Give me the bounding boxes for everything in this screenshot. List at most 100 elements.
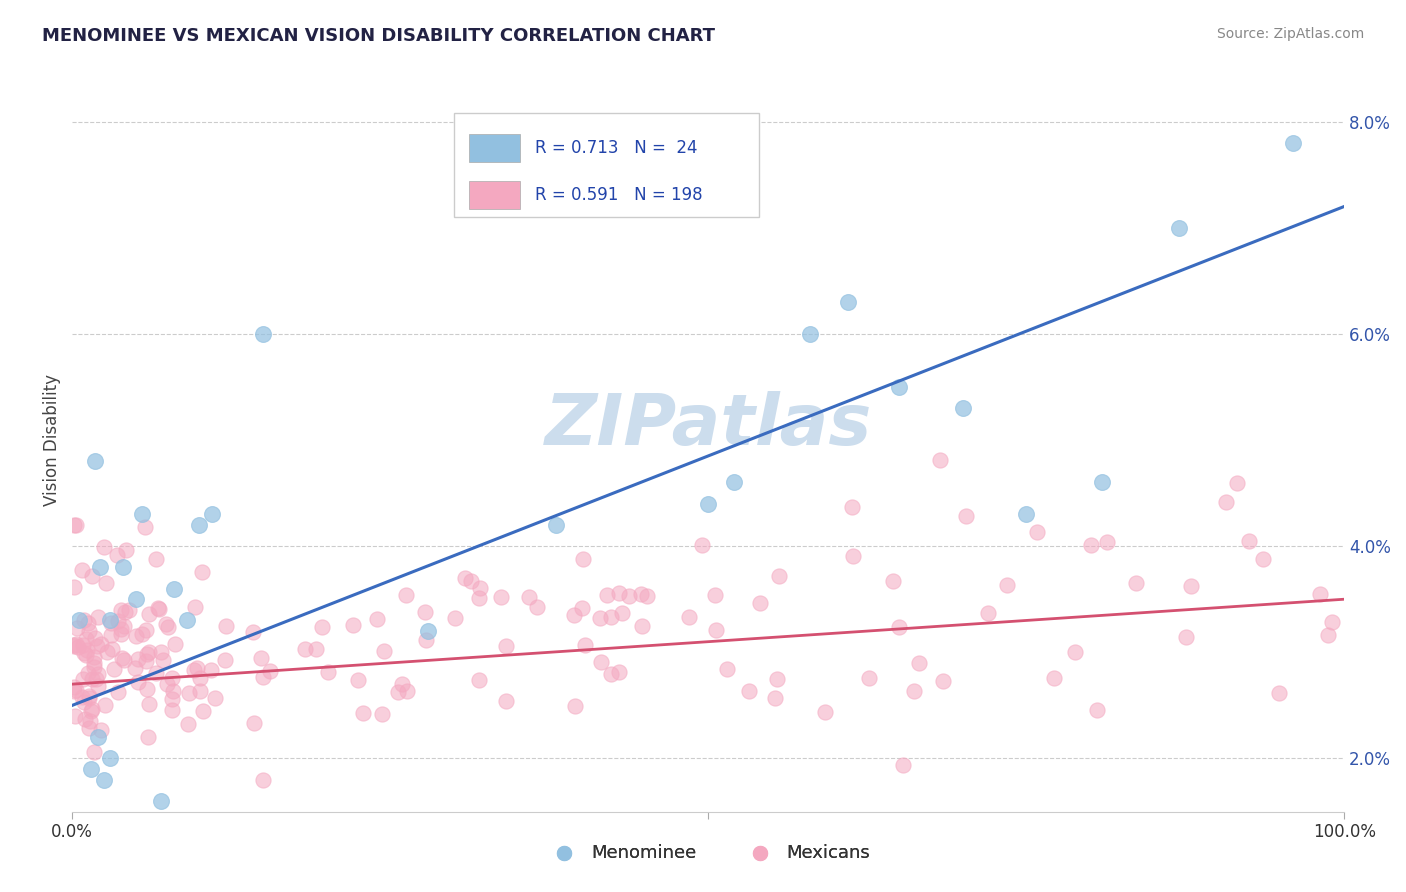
- Point: [70, 690, 93, 704]
- Point: [118, 603, 141, 617]
- Point: [311, 619, 333, 633]
- Point: [65, 517, 87, 532]
- Point: [600, 609, 623, 624]
- Point: [1268, 686, 1291, 700]
- Point: [342, 618, 364, 632]
- Point: [131, 508, 153, 522]
- Point: [114, 605, 136, 619]
- Point: [112, 653, 135, 667]
- Point: [495, 694, 517, 708]
- Point: [544, 517, 567, 532]
- Point: [191, 565, 214, 579]
- Point: [148, 601, 170, 615]
- Point: [83, 649, 105, 664]
- Point: [252, 670, 274, 684]
- Point: [89, 560, 111, 574]
- Point: [352, 706, 374, 721]
- Point: [83, 745, 105, 759]
- Bar: [454, 113, 759, 217]
- Point: [80, 568, 103, 582]
- Point: [564, 698, 586, 713]
- Point: [1316, 628, 1339, 642]
- Point: [1025, 525, 1047, 540]
- Point: [704, 623, 727, 637]
- Point: [96, 645, 118, 659]
- Point: [814, 705, 837, 719]
- Point: [252, 772, 274, 787]
- Point: [136, 731, 159, 745]
- Point: [112, 560, 135, 574]
- Point: [86, 730, 108, 744]
- Point: [887, 380, 910, 394]
- Point: [63, 517, 86, 532]
- Point: [87, 609, 110, 624]
- Text: R = 0.713   N =  24: R = 0.713 N = 24: [536, 139, 697, 157]
- Point: [882, 574, 904, 588]
- Point: [491, 590, 513, 604]
- Point: [952, 401, 974, 416]
- Point: [176, 614, 198, 628]
- Point: [156, 677, 179, 691]
- Point: [630, 587, 652, 601]
- Point: [135, 654, 157, 668]
- Point: [955, 509, 977, 524]
- Point: [162, 691, 184, 706]
- Point: [636, 589, 658, 603]
- Point: [188, 684, 211, 698]
- Point: [84, 454, 107, 468]
- Point: [610, 606, 633, 620]
- Point: [1125, 575, 1147, 590]
- Point: [77, 666, 100, 681]
- Point: [443, 611, 465, 625]
- Point: [252, 326, 274, 341]
- Point: [697, 497, 720, 511]
- Point: [160, 671, 183, 685]
- Point: [107, 614, 129, 628]
- Point: [517, 590, 540, 604]
- Point: [1180, 579, 1202, 593]
- Point: [841, 549, 863, 563]
- Point: [90, 637, 112, 651]
- Point: [250, 651, 273, 665]
- Point: [396, 683, 419, 698]
- Point: [72, 563, 94, 577]
- Point: [858, 671, 880, 685]
- Point: [1080, 539, 1102, 553]
- Point: [294, 641, 316, 656]
- Legend: Menominee, Mexicans: Menominee, Mexicans: [538, 837, 877, 870]
- Point: [67, 640, 90, 654]
- Point: [110, 603, 132, 617]
- Point: [242, 624, 264, 639]
- Point: [191, 704, 214, 718]
- Point: [242, 715, 264, 730]
- Point: [630, 619, 652, 633]
- Point: [163, 582, 186, 596]
- Point: [768, 569, 790, 583]
- Point: [887, 620, 910, 634]
- Point: [188, 671, 211, 685]
- Point: [607, 665, 630, 679]
- Point: [150, 645, 173, 659]
- Point: [1174, 630, 1197, 644]
- Point: [86, 639, 108, 653]
- Point: [574, 638, 596, 652]
- Point: [65, 683, 87, 698]
- Point: [138, 645, 160, 659]
- Point: [100, 628, 122, 642]
- Point: [114, 542, 136, 557]
- Point: [79, 721, 101, 735]
- Point: [80, 702, 103, 716]
- Point: [562, 607, 585, 622]
- Point: [495, 639, 517, 653]
- Point: [77, 689, 100, 703]
- Point: [82, 672, 104, 686]
- Point: [73, 695, 96, 709]
- Point: [200, 663, 222, 677]
- Point: [72, 672, 94, 686]
- Point: [124, 660, 146, 674]
- Point: [145, 665, 167, 680]
- Point: [138, 607, 160, 621]
- Point: [723, 475, 745, 490]
- Point: [373, 643, 395, 657]
- Point: [72, 638, 94, 652]
